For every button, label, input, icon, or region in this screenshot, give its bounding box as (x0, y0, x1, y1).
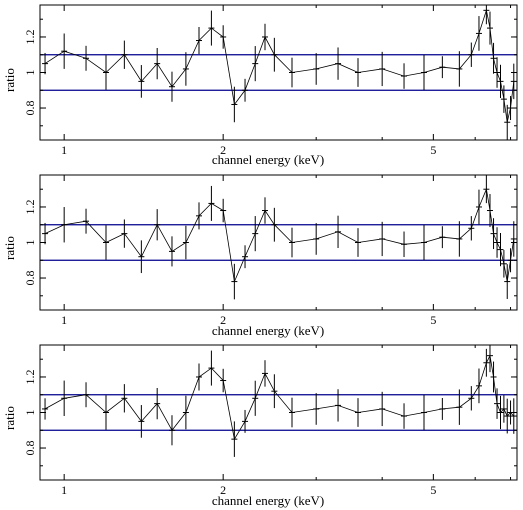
x-tick-label: 2 (220, 143, 226, 157)
y-tick-label: 1 (23, 70, 37, 76)
x-tick-label: 1 (61, 143, 67, 157)
x-axis-label-2: channel energy (keV) (211, 323, 325, 338)
plot-frame (39, 344, 518, 481)
y-tick-label: 1.2 (23, 369, 37, 384)
x-tick-label: 1 (61, 313, 67, 327)
data-trace (44, 8, 515, 123)
x-tick-label: 5 (430, 483, 436, 497)
y-tick-label: 0.8 (23, 101, 37, 116)
panel-2: 0.8 1 1.2 1 2 5 ratio channel energy (keV) (0, 170, 523, 340)
y-axis-label-2: ratio (2, 236, 17, 260)
plot-2: 0.8 1 1.2 1 2 5 (23, 174, 518, 327)
y-tick-label: 1.2 (23, 199, 37, 214)
x-axis-label-1: channel energy (keV) (211, 152, 325, 167)
panel-3: 0.8 1 1.2 1 2 5 ratio channel energy (keV) (0, 340, 523, 510)
x-axis-label-3: channel energy (keV) (211, 493, 325, 508)
y-tick-label: 1 (23, 410, 37, 416)
y-tick-label: 1 (23, 240, 37, 246)
x-tick-label: 5 (430, 313, 436, 327)
plot-1: 0.8 1 1.2 1 2 5 (23, 4, 518, 157)
x-tick-label: 2 (220, 313, 226, 327)
plot-3: 0.8 1 1.2 1 2 5 (23, 344, 518, 497)
panel-1: 0.8 1 1.2 1 2 5 ratio channel energy (keV) (0, 0, 523, 170)
x-tick-label: 1 (61, 483, 67, 497)
x-tick-label: 2 (220, 483, 226, 497)
y-axis-label-1: ratio (2, 68, 17, 92)
plot-frame (39, 4, 518, 141)
data-trace (44, 354, 515, 441)
x-tick-label: 5 (430, 143, 436, 157)
y-tick-label: 0.8 (23, 441, 37, 456)
data-series (42, 5, 517, 140)
data-series (42, 175, 517, 300)
data-series (42, 345, 517, 457)
y-tick-label: 0.8 (23, 271, 37, 286)
y-axis-label-3: ratio (2, 406, 17, 430)
plot-frame (39, 174, 518, 311)
data-trace (44, 187, 515, 284)
y-tick-label: 1.2 (23, 29, 37, 44)
